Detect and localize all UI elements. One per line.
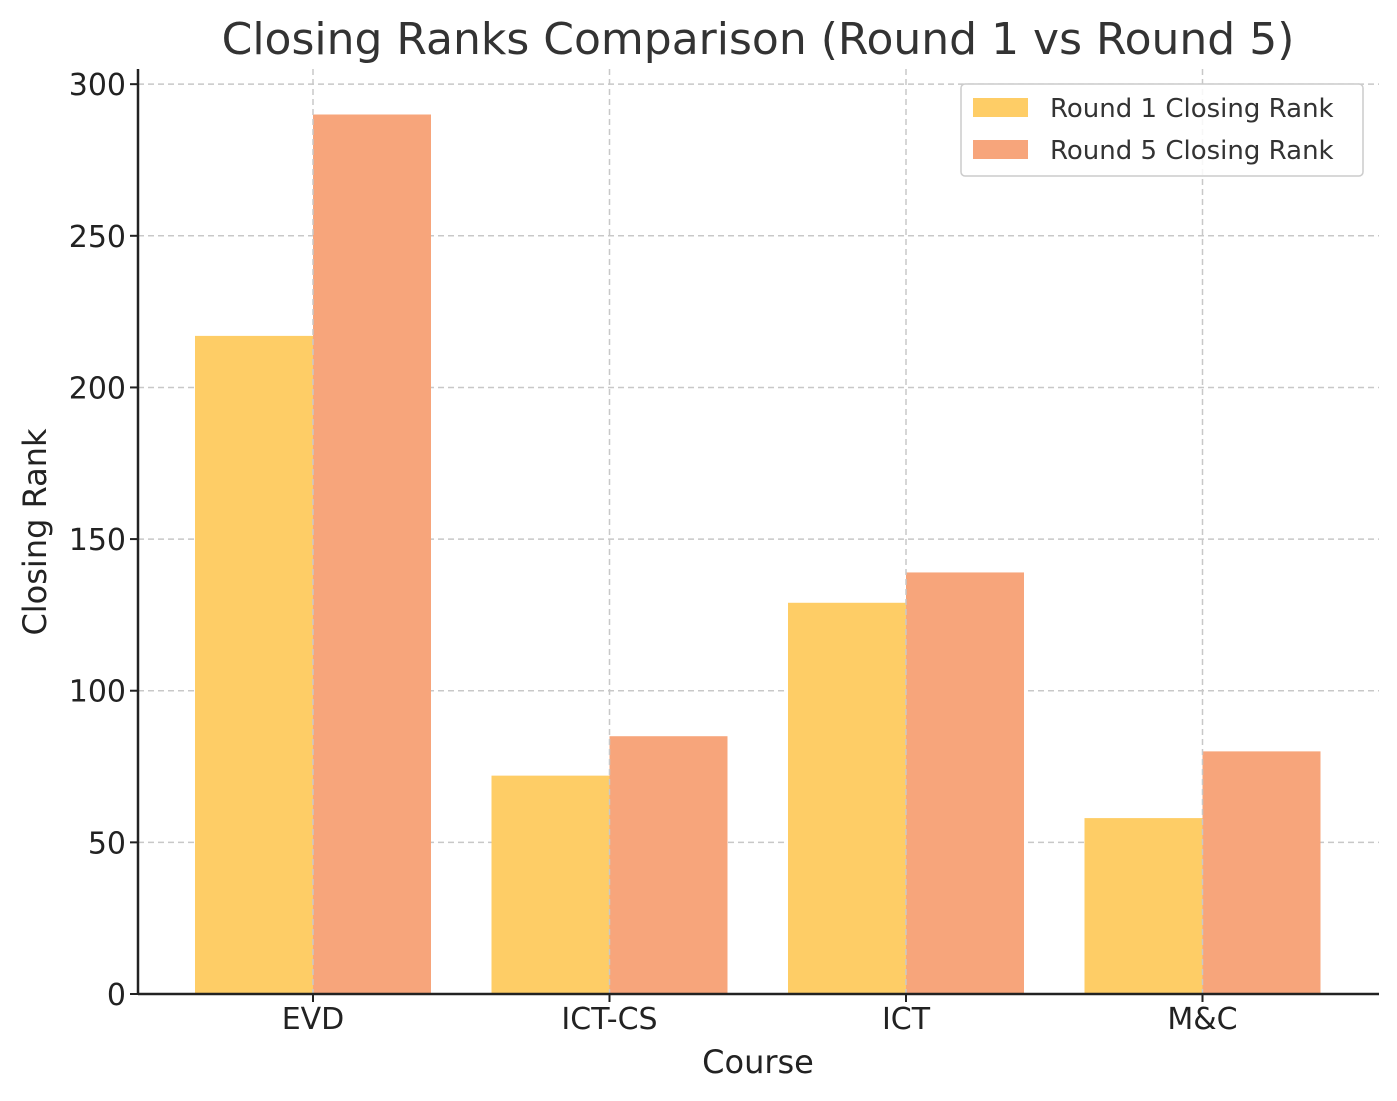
legend-swatch-round-5 xyxy=(973,140,1028,159)
bar-round-5 xyxy=(609,736,728,994)
x-tick-label: EVD xyxy=(282,1002,345,1037)
legend: Round 1 Closing Rank Round 5 Closing Ran… xyxy=(960,83,1364,177)
y-tick-label: 50 xyxy=(88,826,126,861)
legend-label-round-5: Round 5 Closing Rank xyxy=(1050,136,1334,166)
chart-title: Closing Ranks Comparison (Round 1 vs Rou… xyxy=(222,14,1295,65)
axes xyxy=(130,69,1379,1002)
bar-round-1 xyxy=(491,775,610,994)
y-axis-label: Closing Rank xyxy=(16,428,54,636)
legend-swatch-round-1 xyxy=(973,98,1028,117)
y-tick-label: 200 xyxy=(69,371,126,406)
x-tick-label: M&C xyxy=(1167,1002,1237,1037)
bar-round-5 xyxy=(313,114,431,994)
y-tick-label: 150 xyxy=(69,523,126,558)
bar-round-1 xyxy=(1084,818,1203,994)
tick-labels: 0 50 100 150 200 250 300 EVD ICT-CS ICT M&C xyxy=(69,68,1238,1037)
bar-round-1 xyxy=(788,602,906,994)
x-tick-label: ICT-CS xyxy=(561,1002,657,1037)
x-tick-label: ICT xyxy=(882,1002,931,1037)
x-axis-label: Course xyxy=(702,1043,814,1081)
bar-round-1 xyxy=(195,335,313,994)
legend-box xyxy=(960,83,1364,177)
legend-label-round-1: Round 1 Closing Rank xyxy=(1050,94,1334,124)
bar-round-5 xyxy=(906,572,1024,994)
bars xyxy=(195,114,1321,994)
y-tick-label: 300 xyxy=(69,68,126,103)
y-tick-label: 100 xyxy=(69,675,126,710)
y-tick-label: 0 xyxy=(107,978,126,1013)
bar-round-5 xyxy=(1202,751,1321,994)
y-tick-label: 250 xyxy=(69,220,126,255)
